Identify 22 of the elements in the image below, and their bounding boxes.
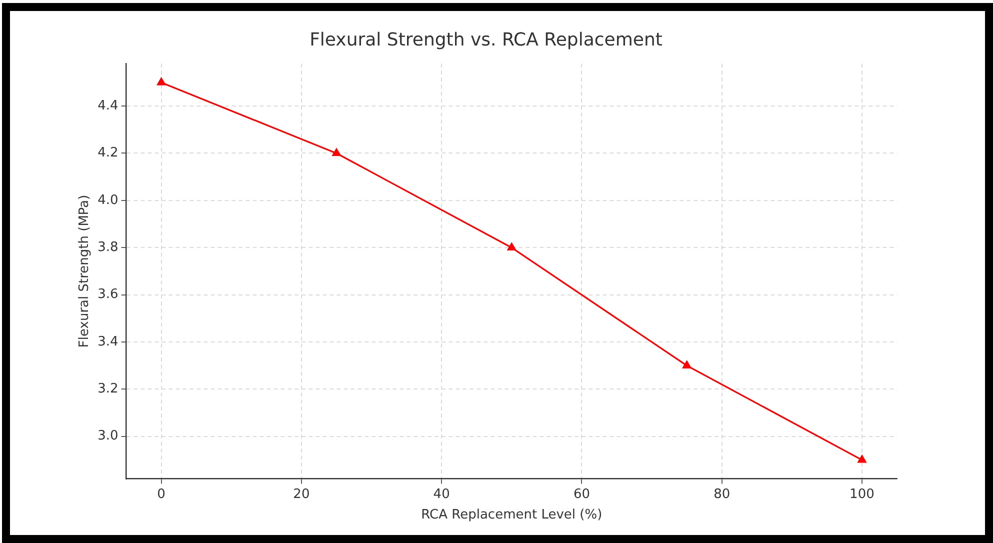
x-axis-title: RCA Replacement Level (%) xyxy=(421,508,602,523)
point xyxy=(507,242,516,250)
y-tick-label: 3.8 xyxy=(98,240,118,255)
x-tick-label: 80 xyxy=(714,486,730,502)
x-tick-label: 0 xyxy=(157,486,166,502)
x-tick-label: 100 xyxy=(850,486,874,502)
y-tick-label: 3.2 xyxy=(98,382,118,397)
x-tick-label: 20 xyxy=(293,486,310,502)
y-tick-label: 4.0 xyxy=(98,192,118,208)
point xyxy=(858,455,866,463)
x-tick-label: 60 xyxy=(573,486,590,502)
point xyxy=(682,360,692,368)
y-tick-label: 4.4 xyxy=(98,98,118,114)
point xyxy=(332,148,341,156)
x-tick-label: 40 xyxy=(433,486,450,502)
y-tick-label: 3.0 xyxy=(98,428,118,444)
chart-title: Flexural Strength vs. RCA Replacement xyxy=(310,29,662,50)
y-axis-title: Flexural Strength (MPa) xyxy=(77,194,92,348)
point xyxy=(157,78,166,86)
y-tick-label: 3.4 xyxy=(98,334,118,350)
y-tick-label: 4.2 xyxy=(98,146,118,161)
y-tick-label: 3.6 xyxy=(98,287,118,302)
